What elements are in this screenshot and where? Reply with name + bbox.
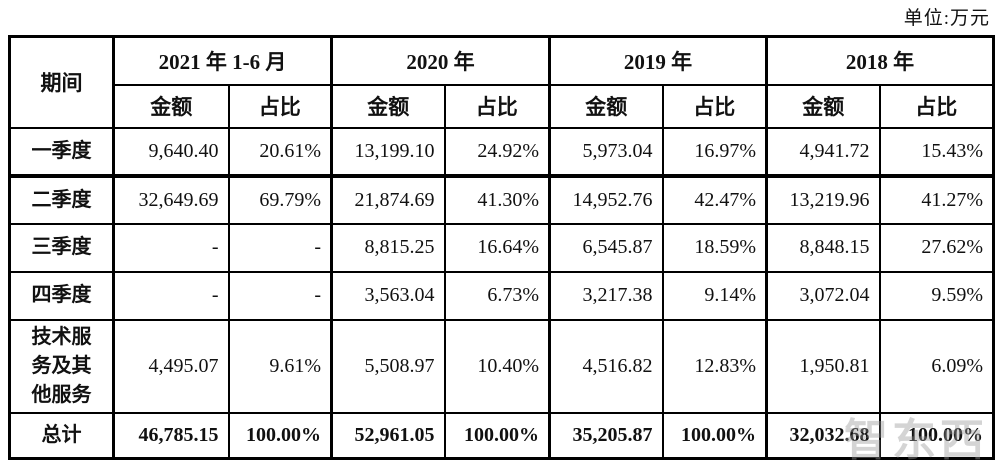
cell-ratio: 9.59% xyxy=(878,270,995,321)
cell-amount: - xyxy=(112,270,230,321)
cell-ratio: 9.61% xyxy=(227,318,333,414)
header-amount-2019: 金额 xyxy=(548,83,664,129)
cell-amount: 32,649.69 xyxy=(112,174,230,225)
cell-amount: 9,640.40 xyxy=(112,126,230,178)
cell-amount: 46,785.15 xyxy=(112,411,230,460)
header-ratio-2019: 占比 xyxy=(661,83,768,129)
row-label: 总计 xyxy=(8,411,115,460)
header-year-2019: 2019 年 xyxy=(548,35,768,86)
table-row-total: 总计 46,785.15 100.00% 52,961.05 100.00% 3… xyxy=(8,411,995,460)
table-row-q4: 四季度 - - 3,563.04 6.73% 3,217.38 9.14% 3,… xyxy=(8,270,995,321)
cell-amount: 5,508.97 xyxy=(330,318,446,414)
header-period: 期间 xyxy=(8,35,115,129)
cell-amount: 35,205.87 xyxy=(548,411,664,460)
cell-ratio: 100.00% xyxy=(878,411,995,460)
header-row-years: 期间 2021 年 1-6 月 2020 年 2019 年 2018 年 xyxy=(8,35,995,129)
row-label: 技术服务及其他服务 xyxy=(8,318,115,414)
header-year-2020: 2020 年 xyxy=(330,35,551,86)
cell-amount: - xyxy=(112,222,230,273)
cell-amount: 13,219.96 xyxy=(765,174,881,225)
cell-amount: 8,815.25 xyxy=(330,222,446,273)
header-ratio-2020: 占比 xyxy=(443,83,551,129)
table-row-q1: 一季度 9,640.40 20.61% 13,199.10 24.92% 5,9… xyxy=(8,126,995,178)
header-amount-2021: 金额 xyxy=(112,83,230,129)
cell-ratio: 10.40% xyxy=(443,318,551,414)
row-label: 四季度 xyxy=(8,270,115,321)
cell-amount: 14,952.76 xyxy=(548,174,664,225)
cell-ratio: 42.47% xyxy=(661,174,768,225)
row-label: 三季度 xyxy=(8,222,115,273)
cell-ratio: 18.59% xyxy=(661,222,768,273)
cell-ratio: 69.79% xyxy=(227,174,333,225)
cell-amount: 5,973.04 xyxy=(548,126,664,178)
cell-ratio: 6.09% xyxy=(878,318,995,414)
cell-amount: 13,199.10 xyxy=(330,126,446,178)
cell-ratio: 9.14% xyxy=(661,270,768,321)
cell-ratio: 41.30% xyxy=(443,174,551,225)
cell-amount: 3,217.38 xyxy=(548,270,664,321)
quarterly-revenue-table: 期间 2021 年 1-6 月 2020 年 2019 年 2018 年 金额 … xyxy=(8,35,995,460)
row-label: 一季度 xyxy=(8,126,115,178)
cell-amount: 4,941.72 xyxy=(765,126,881,178)
header-row-subcolumns: 金额 占比 金额 占比 金额 占比 金额 占比 xyxy=(10,83,995,129)
unit-label: 单位:万元 xyxy=(903,8,990,29)
cell-ratio: 12.83% xyxy=(661,318,768,414)
header-ratio-2021: 占比 xyxy=(227,83,333,129)
cell-amount: 4,516.82 xyxy=(548,318,664,414)
header-amount-2020: 金额 xyxy=(330,83,446,129)
cell-amount: 6,545.87 xyxy=(548,222,664,273)
cell-ratio: 27.62% xyxy=(878,222,995,273)
cell-ratio: 100.00% xyxy=(661,411,768,460)
header-year-2021: 2021 年 1-6 月 xyxy=(112,35,333,86)
cell-ratio: 20.61% xyxy=(227,126,333,178)
table-row-tech-services: 技术服务及其他服务 4,495.07 9.61% 5,508.97 10.40%… xyxy=(8,318,995,414)
cell-ratio: 16.97% xyxy=(661,126,768,178)
cell-ratio: - xyxy=(227,270,333,321)
cell-amount: 8,848.15 xyxy=(765,222,881,273)
table-row-q2: 二季度 32,649.69 69.79% 21,874.69 41.30% 14… xyxy=(8,174,995,225)
header-amount-2018: 金额 xyxy=(765,83,881,129)
cell-ratio: - xyxy=(227,222,333,273)
table-row-q3: 三季度 - - 8,815.25 16.64% 6,545.87 18.59% … xyxy=(8,222,995,273)
cell-amount: 52,961.05 xyxy=(330,411,446,460)
cell-amount: 1,950.81 xyxy=(765,318,881,414)
cell-ratio: 24.92% xyxy=(443,126,551,178)
cell-amount: 4,495.07 xyxy=(112,318,230,414)
cell-ratio: 41.27% xyxy=(878,174,995,225)
header-year-2018: 2018 年 xyxy=(765,35,995,86)
cell-amount: 3,563.04 xyxy=(330,270,446,321)
cell-ratio: 16.64% xyxy=(443,222,551,273)
cell-ratio: 100.00% xyxy=(227,411,333,460)
cell-ratio: 6.73% xyxy=(443,270,551,321)
cell-amount: 3,072.04 xyxy=(765,270,881,321)
row-label: 二季度 xyxy=(8,174,115,225)
cell-ratio: 100.00% xyxy=(443,411,551,460)
cell-ratio: 15.43% xyxy=(878,126,995,178)
cell-amount: 32,032.68 xyxy=(765,411,881,460)
header-ratio-2018: 占比 xyxy=(878,83,995,129)
cell-amount: 21,874.69 xyxy=(330,174,446,225)
